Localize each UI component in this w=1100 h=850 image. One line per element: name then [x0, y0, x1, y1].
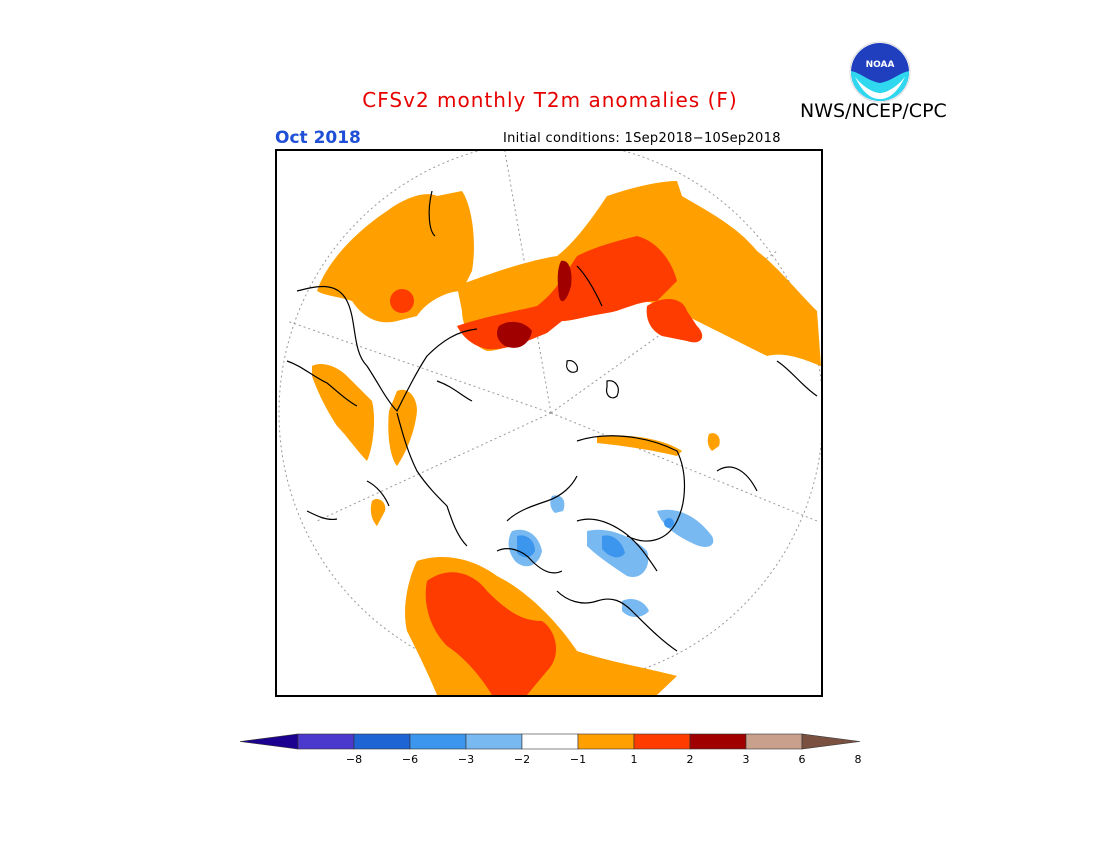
- initial-conditions: Initial conditions: 1Sep2018−10Sep2018: [503, 131, 781, 146]
- valid-month: Oct 2018: [275, 128, 361, 148]
- legend-tick-label: 1: [631, 753, 638, 766]
- polar-map: [275, 149, 823, 697]
- legend-arrow-low: [239, 733, 299, 750]
- legend-bin: [689, 733, 747, 750]
- legend-tick-label: −6: [402, 753, 418, 766]
- legend-bin: [633, 733, 691, 750]
- legend-bin: [297, 733, 355, 750]
- legend-tick-label: 8: [855, 753, 862, 766]
- color-legend: −8 −6 −3 −2 −1 1 2 3 6 8: [238, 732, 862, 772]
- coastlines: [286, 190, 818, 652]
- legend-tick-label: −3: [458, 753, 474, 766]
- legend-tick-label: −1: [570, 753, 586, 766]
- legend-bin: [465, 733, 523, 750]
- legend-arrow-high: [801, 733, 861, 750]
- legend-tick-label: 2: [687, 753, 694, 766]
- map-title: CFSv2 monthly T2m anomalies (F): [362, 88, 738, 112]
- legend-tick-label: 3: [743, 753, 750, 766]
- agency-label: NWS/NCEP/CPC: [800, 100, 947, 122]
- legend-bin: [745, 733, 803, 750]
- legend-tick-label: −8: [346, 753, 362, 766]
- anomaly-plus1-to-plus2: [312, 181, 821, 695]
- legend-tick-label: 6: [799, 753, 806, 766]
- noaa-logo-icon: NOAA: [849, 41, 911, 103]
- legend-bin: [521, 733, 579, 750]
- anomaly-plus3-to-plus6: [497, 260, 572, 348]
- logo-text: NOAA: [866, 60, 895, 70]
- legend-bin: [577, 733, 635, 750]
- legend-bin: [409, 733, 467, 750]
- legend-tick-label: −2: [514, 753, 530, 766]
- legend-bin: [353, 733, 411, 750]
